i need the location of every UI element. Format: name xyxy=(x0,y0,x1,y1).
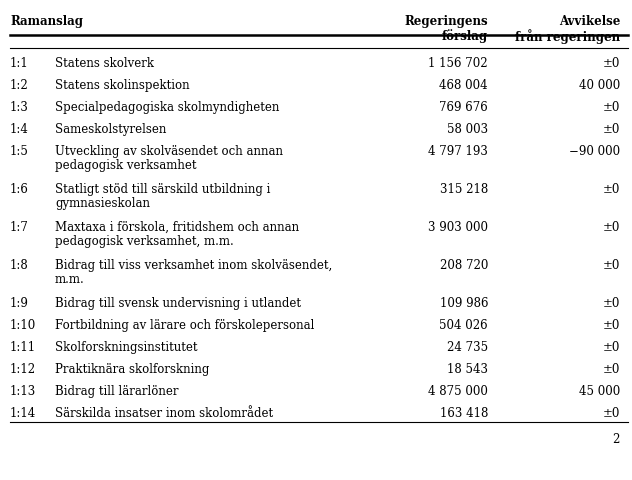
Text: 1 156 702: 1 156 702 xyxy=(428,57,488,70)
Text: ±0: ±0 xyxy=(603,182,620,195)
Text: ±0: ±0 xyxy=(603,406,620,419)
Text: ±0: ±0 xyxy=(603,258,620,271)
Text: 4 797 193: 4 797 193 xyxy=(428,144,488,157)
Text: Bidrag till viss verksamhet inom skolväsendet,: Bidrag till viss verksamhet inom skolväs… xyxy=(55,258,332,271)
Text: ±0: ±0 xyxy=(603,220,620,233)
Text: Bidrag till svensk undervisning i utlandet: Bidrag till svensk undervisning i utland… xyxy=(55,296,301,309)
Text: från regeringen: från regeringen xyxy=(515,29,620,44)
Text: Regeringens: Regeringens xyxy=(404,15,488,28)
Text: Maxtaxa i förskola, fritidshem och annan: Maxtaxa i förskola, fritidshem och annan xyxy=(55,220,299,233)
Text: ±0: ±0 xyxy=(603,318,620,331)
Text: 504 026: 504 026 xyxy=(439,318,488,331)
Text: 1:9: 1:9 xyxy=(10,296,29,309)
Text: Avvikelse: Avvikelse xyxy=(559,15,620,28)
Text: ±0: ±0 xyxy=(603,340,620,353)
Text: ±0: ±0 xyxy=(603,123,620,136)
Text: ±0: ±0 xyxy=(603,57,620,70)
Text: förslag: förslag xyxy=(442,29,488,43)
Text: 1:13: 1:13 xyxy=(10,384,36,397)
Text: pedagogisk verksamhet, m.m.: pedagogisk verksamhet, m.m. xyxy=(55,235,234,248)
Text: Skolforskningsinstitutet: Skolforskningsinstitutet xyxy=(55,340,197,353)
Text: Ramanslag: Ramanslag xyxy=(10,15,83,28)
Text: 18 543: 18 543 xyxy=(447,362,488,375)
Text: m.m.: m.m. xyxy=(55,273,85,286)
Text: 1:12: 1:12 xyxy=(10,362,36,375)
Text: 45 000: 45 000 xyxy=(579,384,620,397)
Text: 58 003: 58 003 xyxy=(447,123,488,136)
Text: 1:14: 1:14 xyxy=(10,406,36,419)
Text: Bidrag till lärarlöner: Bidrag till lärarlöner xyxy=(55,384,178,397)
Text: 1:11: 1:11 xyxy=(10,340,36,353)
Text: 1:3: 1:3 xyxy=(10,101,29,114)
Text: 1:5: 1:5 xyxy=(10,144,29,157)
Text: ±0: ±0 xyxy=(603,296,620,309)
Text: 769 676: 769 676 xyxy=(439,101,488,114)
Text: Praktiknära skolforskning: Praktiknära skolforskning xyxy=(55,362,209,375)
Text: Statligt stöd till särskild utbildning i: Statligt stöd till särskild utbildning i xyxy=(55,182,270,195)
Text: 468 004: 468 004 xyxy=(439,79,488,92)
Text: 2: 2 xyxy=(612,432,620,445)
Text: 1:6: 1:6 xyxy=(10,182,29,195)
Text: Utveckling av skolväsendet och annan: Utveckling av skolväsendet och annan xyxy=(55,144,283,157)
Text: 1:1: 1:1 xyxy=(10,57,28,70)
Text: 1:4: 1:4 xyxy=(10,123,29,136)
Text: gymnasieskolan: gymnasieskolan xyxy=(55,197,150,210)
Text: 24 735: 24 735 xyxy=(447,340,488,353)
Text: Statens skolverk: Statens skolverk xyxy=(55,57,154,70)
Text: pedagogisk verksamhet: pedagogisk verksamhet xyxy=(55,159,197,172)
Text: ±0: ±0 xyxy=(603,362,620,375)
Text: Specialpedagogiska skolmyndigheten: Specialpedagogiska skolmyndigheten xyxy=(55,101,279,114)
Text: 1:2: 1:2 xyxy=(10,79,28,92)
Text: 208 720: 208 720 xyxy=(440,258,488,271)
Text: 163 418: 163 418 xyxy=(440,406,488,419)
Text: Statens skolinspektion: Statens skolinspektion xyxy=(55,79,190,92)
Text: ±0: ±0 xyxy=(603,101,620,114)
Text: 1:8: 1:8 xyxy=(10,258,28,271)
Text: 40 000: 40 000 xyxy=(579,79,620,92)
Text: 3 903 000: 3 903 000 xyxy=(428,220,488,233)
Text: Sameskolstyrelsen: Sameskolstyrelsen xyxy=(55,123,166,136)
Text: −90 000: −90 000 xyxy=(569,144,620,157)
Text: 1:10: 1:10 xyxy=(10,318,36,331)
Text: Fortbildning av lärare och förskolepersonal: Fortbildning av lärare och förskoleperso… xyxy=(55,318,314,331)
Text: Särskilda insatser inom skolområdet: Särskilda insatser inom skolområdet xyxy=(55,406,273,419)
Text: 1:7: 1:7 xyxy=(10,220,29,233)
Text: 4 875 000: 4 875 000 xyxy=(428,384,488,397)
Text: 109 986: 109 986 xyxy=(439,296,488,309)
Text: 315 218: 315 218 xyxy=(440,182,488,195)
